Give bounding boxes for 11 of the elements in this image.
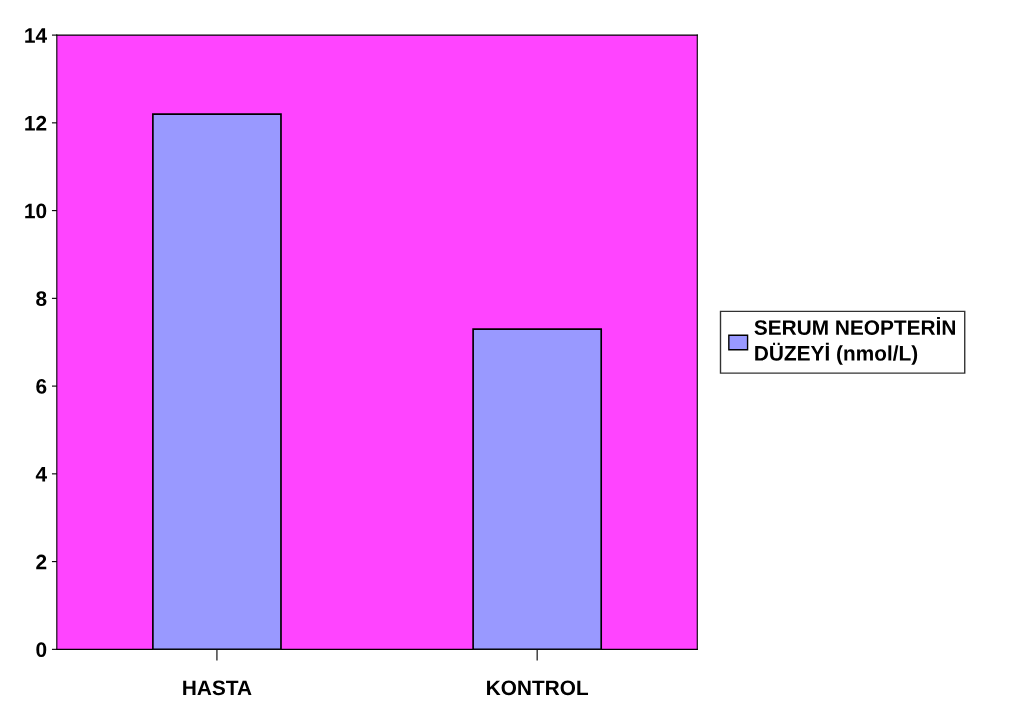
x-tick-label: HASTA [183, 680, 252, 696]
y-tick-label: 4 [35, 467, 47, 482]
x-tick-label: KONTROL [487, 680, 589, 696]
y-tick-label: 6 [36, 379, 47, 394]
y-tick-label: 0 [36, 642, 47, 658]
legend-label: SERUM NEOPTERİN DÜZEYİ (nmol/L) [754, 316, 955, 365]
y-tick-label: 8 [36, 291, 47, 307]
y-tick-label: 12 [25, 115, 47, 131]
y-tick-label: 14 [25, 28, 47, 43]
y-tick-label: 2 [36, 554, 47, 570]
y-tick-label: 10 [25, 203, 47, 219]
